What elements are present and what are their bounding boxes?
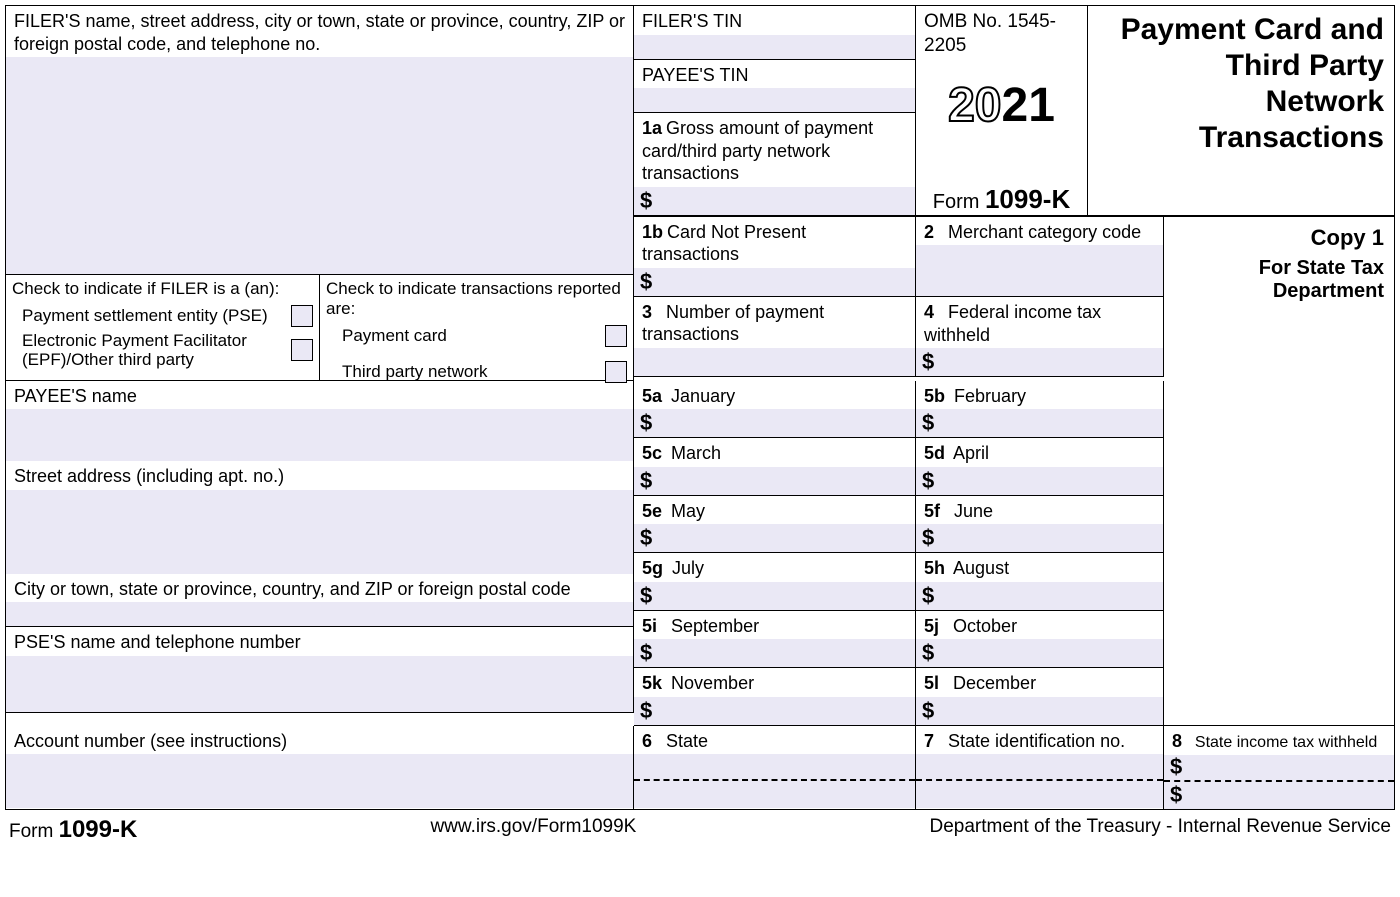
copy-text: Copy 1 For State Tax Department	[1164, 217, 1394, 311]
form-title: Payment Card and Third Party Network Tra…	[1088, 6, 1394, 162]
box-1b-value[interactable]: $	[634, 268, 915, 296]
payee-street-label: Street address (including apt. no.)	[6, 461, 633, 490]
pse-cell: PSE'S name and telephone number	[6, 627, 634, 713]
months-grid: 5a January $ 5b February $ 5c March $ 5d…	[634, 381, 1164, 726]
box-3-value[interactable]	[634, 348, 915, 376]
box-1a-label: 1aGross amount of payment card/third par…	[634, 113, 915, 187]
copy-col: Copy 1 For State Tax Department	[1164, 217, 1394, 381]
acct-fill[interactable]	[6, 754, 633, 808]
box-1a-value[interactable]: $	[634, 187, 915, 215]
filer-check-heading: Check to indicate if FILER is a (an):	[12, 279, 313, 299]
footer-url: www.irs.gov/Form1099K	[430, 816, 636, 844]
right-blank	[1164, 381, 1394, 726]
third-band: PAYEE'S name Street address (including a…	[6, 381, 1394, 726]
thirdparty-checkbox[interactable]	[605, 361, 627, 383]
title-col: Payment Card and Third Party Network Tra…	[1088, 6, 1394, 217]
tax-year: 2021	[916, 78, 1087, 133]
omb-label: OMB No. 1545-2205	[916, 6, 1087, 60]
box-5i: 5i September $	[634, 611, 916, 669]
bottom-band: Account number (see instructions) 6 Stat…	[6, 726, 1394, 810]
box-5e: 5e May $	[634, 496, 916, 554]
trans-check-opt1: Payment card	[342, 326, 447, 346]
box-5g: 5g July $	[634, 553, 916, 611]
filer-tin-label: FILER'S TIN	[634, 6, 915, 35]
payee-tin-cell: PAYEE'S TIN	[634, 60, 916, 114]
second-band: Check to indicate if FILER is a (an): Pa…	[6, 217, 1394, 381]
form-number: Form 1099-K	[916, 184, 1087, 215]
footer-dept: Department of the Treasury - Internal Re…	[929, 816, 1391, 844]
filer-fill[interactable]	[6, 57, 633, 217]
filer-tin-fill[interactable]	[634, 35, 915, 59]
epf-checkbox[interactable]	[291, 339, 313, 361]
trans-check-heading: Check to indicate transactions reported …	[326, 279, 627, 319]
box-5c: 5c March $	[634, 438, 916, 496]
box-5k: 5k November $	[634, 668, 916, 726]
filer-check-opt2: Electronic Payment Facilitator (EPF)/Oth…	[22, 331, 272, 370]
box-8: 8 State income tax withheld $ $	[1164, 726, 1394, 810]
col-2-4: 2 Merchant category code 4 Federal incom…	[916, 217, 1164, 381]
footer-form: Form 1099-K	[9, 816, 137, 844]
payee-name-label: PAYEE'S name	[6, 381, 633, 410]
filer-check-cell: Check to indicate if FILER is a (an): Pa…	[6, 275, 320, 381]
box-1a: 1aGross amount of payment card/third par…	[634, 113, 916, 217]
box-7-value-b[interactable]	[916, 781, 1163, 808]
filer-check-opt1: Payment settlement entity (PSE)	[22, 306, 268, 326]
box-5l: 5l December $	[916, 668, 1164, 726]
box-7: 7 State identification no.	[916, 726, 1164, 810]
pse-fill[interactable]	[6, 656, 633, 712]
form-1099k: FILER'S name, street address, city or to…	[5, 5, 1395, 810]
check-row: Check to indicate if FILER is a (an): Pa…	[6, 275, 634, 381]
box-3: 3 Number of payment transactions	[634, 297, 916, 377]
box-4-value[interactable]: $	[916, 348, 1163, 376]
trans-check-cell: Check to indicate transactions reported …	[320, 275, 634, 381]
filer-label: FILER'S name, street address, city or to…	[6, 6, 633, 57]
box-5f: 5f June $	[916, 496, 1164, 554]
pse-checkbox[interactable]	[291, 305, 313, 327]
box-5d: 5d April $	[916, 438, 1164, 496]
left-col-2: Check to indicate if FILER is a (an): Pa…	[6, 217, 634, 381]
filer-block: FILER'S name, street address, city or to…	[6, 6, 634, 217]
payee-col: PAYEE'S name Street address (including a…	[6, 381, 634, 726]
box-7-value-a[interactable]	[916, 754, 1163, 781]
box-2-value[interactable]	[916, 245, 1163, 296]
payee-street-fill[interactable]	[6, 490, 633, 574]
box-1b: 1bCard Not Present transactions $	[634, 217, 916, 297]
payee-name-fill[interactable]	[6, 409, 633, 461]
filer-fill-cont	[6, 217, 634, 275]
payee-city-label: City or town, state or province, country…	[6, 574, 633, 603]
box-5j: 5j October $	[916, 611, 1164, 669]
box-2: 2 Merchant category code	[916, 217, 1164, 298]
acct-label: Account number (see instructions)	[6, 726, 633, 755]
box-6: 6 State	[634, 726, 916, 810]
filer-tin-cell: FILER'S TIN	[634, 6, 916, 60]
payee-tin-label: PAYEE'S TIN	[634, 60, 915, 89]
payee-street-cell: Street address (including apt. no.)	[6, 461, 634, 574]
box-6-value-b[interactable]	[634, 781, 915, 808]
payee-tin-fill[interactable]	[634, 88, 915, 112]
box-8-value-b[interactable]: $	[1164, 782, 1394, 809]
box-5h: 5h August $	[916, 553, 1164, 611]
payee-city-cell: City or town, state or province, country…	[6, 574, 634, 628]
tin-col: FILER'S TIN PAYEE'S TIN 1aGross amount o…	[634, 6, 916, 217]
box-4: 4 Federal income tax withheld $	[916, 297, 1164, 377]
box-6-value-a[interactable]	[634, 754, 915, 781]
box-5b: 5b February $	[916, 381, 1164, 439]
col-1b-3: 1bCard Not Present transactions $ 3 Numb…	[634, 217, 916, 381]
top-band: FILER'S name, street address, city or to…	[6, 6, 1394, 217]
box-8-value-a[interactable]: $	[1164, 755, 1394, 782]
footer: Form 1099-K www.irs.gov/Form1099K Depart…	[5, 810, 1395, 850]
acct-cell: Account number (see instructions)	[6, 726, 634, 810]
year-col: OMB No. 1545-2205 2021 Form 1099-K	[916, 6, 1088, 217]
payee-name-cell: PAYEE'S name	[6, 381, 634, 462]
trans-check-opt2: Third party network	[342, 362, 488, 382]
pse-label: PSE'S name and telephone number	[6, 627, 633, 656]
payee-city-fill[interactable]	[6, 602, 633, 626]
paymentcard-checkbox[interactable]	[605, 325, 627, 347]
box-5a: 5a January $	[634, 381, 916, 439]
